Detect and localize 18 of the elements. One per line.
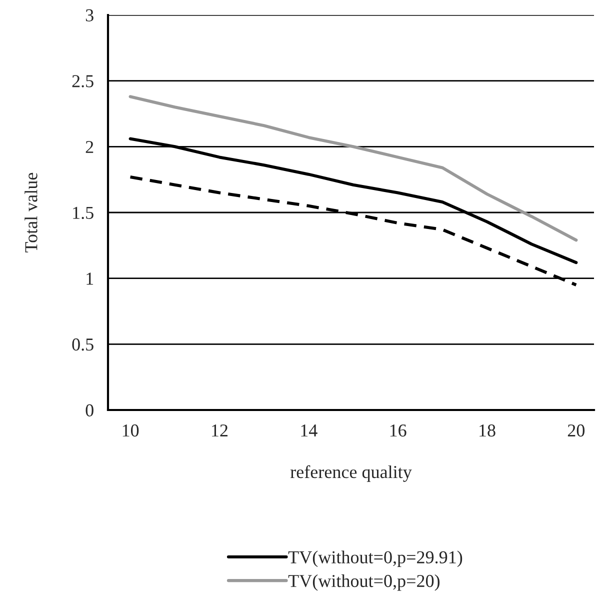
legend-label: TV(without=0,p=29.91) — [288, 550, 462, 568]
y-axis-title: Total value — [24, 172, 38, 252]
y-tick-label: 1 — [86, 272, 94, 285]
x-tick-label: 14 — [301, 424, 318, 436]
legend-label: TV(without=0,p=20) — [288, 574, 440, 591]
x-tick-label: 16 — [390, 424, 406, 437]
x-tick-label: 20 — [568, 424, 585, 437]
x-tick-label: 12 — [212, 424, 228, 436]
x-tick-label: 10 — [122, 424, 139, 437]
y-tick-label: 3 — [86, 9, 94, 22]
y-tick-label: 2.5 — [72, 75, 94, 88]
y-tick-label: 1.5 — [73, 206, 94, 220]
y-tick-label: 0 — [86, 404, 94, 416]
x-tick-label: 18 — [480, 424, 496, 437]
line-series — [128, 95, 578, 242]
y-tick-label: 0.5 — [72, 338, 94, 351]
x-axis-title: reference quality — [290, 465, 412, 482]
y-tick-label: 2 — [86, 140, 94, 153]
